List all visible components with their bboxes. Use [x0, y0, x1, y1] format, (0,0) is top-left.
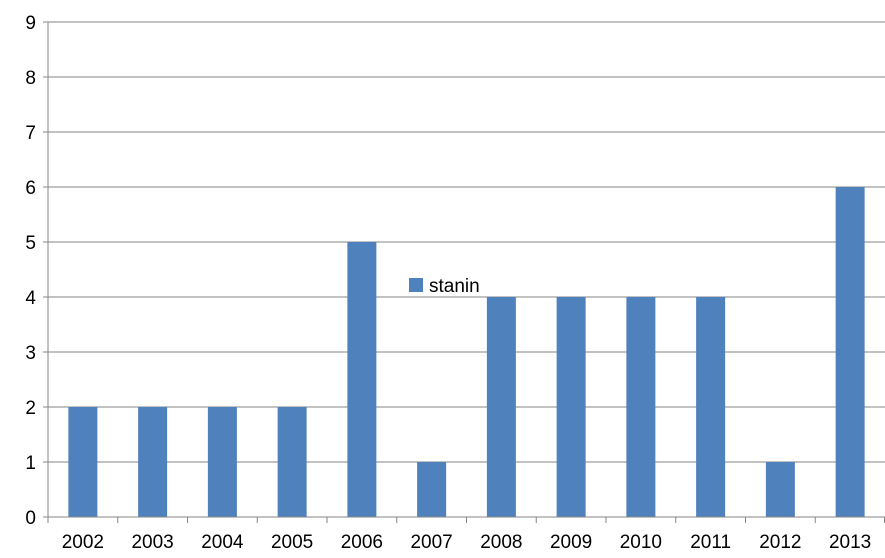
y-tick-label: 6 — [25, 178, 36, 199]
x-tick-labels: 2002 2003 2004 2005 2006 2007 2008 2009 2010 2011… — [62, 532, 872, 553]
bar — [417, 462, 447, 517]
y-tick-label: 0 — [25, 508, 36, 529]
bar — [347, 242, 377, 517]
y-tick-label: 7 — [25, 123, 36, 144]
x-tick-label: 2010 — [620, 532, 662, 553]
x-tick-label: 2005 — [271, 532, 313, 553]
x-tick-label: 2012 — [759, 532, 801, 553]
bar — [626, 297, 656, 517]
bar — [486, 297, 516, 517]
legend: stanin — [409, 276, 480, 297]
y-tick-label: 5 — [25, 233, 36, 254]
gridlines — [48, 21, 885, 463]
legend-swatch — [409, 278, 423, 292]
y-tick-labels: 0 1 2 3 4 5 6 7 8 9 — [25, 13, 36, 529]
legend-label: stanin — [429, 276, 480, 297]
y-tick-label: 8 — [25, 68, 36, 89]
bar — [765, 462, 795, 517]
y-tick-label: 2 — [25, 398, 36, 419]
x-tick-label: 2008 — [480, 532, 522, 553]
bar — [556, 297, 586, 517]
x-tick-label: 2006 — [341, 532, 383, 553]
bar — [138, 407, 168, 517]
x-tick-label: 2007 — [410, 532, 452, 553]
x-tick-label: 2013 — [829, 532, 871, 553]
bar — [696, 297, 726, 517]
bars — [68, 187, 865, 517]
x-tick-label: 2011 — [690, 532, 731, 553]
bar — [835, 187, 865, 517]
y-tick-label: 4 — [25, 288, 36, 309]
y-tick-label: 1 — [25, 453, 36, 474]
x-tick-label: 2003 — [131, 532, 173, 553]
y-tick-label: 3 — [25, 343, 36, 364]
bar — [68, 407, 98, 517]
bar — [207, 407, 237, 517]
x-tick-label: 2009 — [550, 532, 592, 553]
bar — [277, 407, 307, 517]
x-tick-label: 2004 — [201, 532, 244, 553]
axes — [43, 21, 885, 523]
x-tick-label: 2002 — [62, 532, 104, 553]
y-tick-label: 9 — [25, 13, 36, 34]
